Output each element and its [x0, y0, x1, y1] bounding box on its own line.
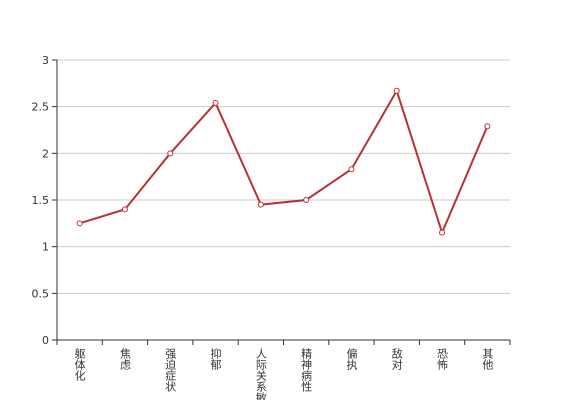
x-tick-label: 躯体化 — [73, 348, 86, 382]
y-tick-label: 1.5 — [32, 194, 50, 207]
y-tick-label: 1 — [42, 241, 49, 254]
data-point — [484, 123, 491, 130]
y-tick-label: 3 — [42, 54, 49, 67]
data-point — [167, 150, 174, 157]
x-tick-label: 精神病性 — [300, 348, 313, 393]
x-tick-label: 偏执 — [345, 347, 358, 371]
y-tick-label: 0 — [42, 334, 49, 347]
y-tick-label: 2.5 — [32, 101, 50, 114]
x-tick-label: 其他 — [481, 348, 494, 370]
y-tick-label: 0.5 — [32, 287, 50, 300]
data-point — [257, 201, 264, 208]
data-point — [76, 220, 83, 227]
data-point — [121, 206, 128, 213]
x-tick-label: 强迫症状 — [164, 348, 177, 392]
data-point — [439, 229, 446, 236]
x-tick-label: 人际关系敏感 — [254, 348, 267, 400]
data-point — [212, 99, 219, 106]
x-tick-label: 抑郁 — [209, 347, 222, 370]
data-line — [79, 88, 489, 236]
data-point — [348, 166, 355, 173]
x-tick-label: 焦虑 — [118, 348, 131, 370]
x-tick-label: 敌对 — [390, 347, 403, 370]
data-point — [303, 197, 310, 203]
x-tick-label: 恐怖 — [436, 348, 449, 370]
data-point — [393, 87, 400, 94]
y-tick-label: 2 — [42, 147, 49, 160]
